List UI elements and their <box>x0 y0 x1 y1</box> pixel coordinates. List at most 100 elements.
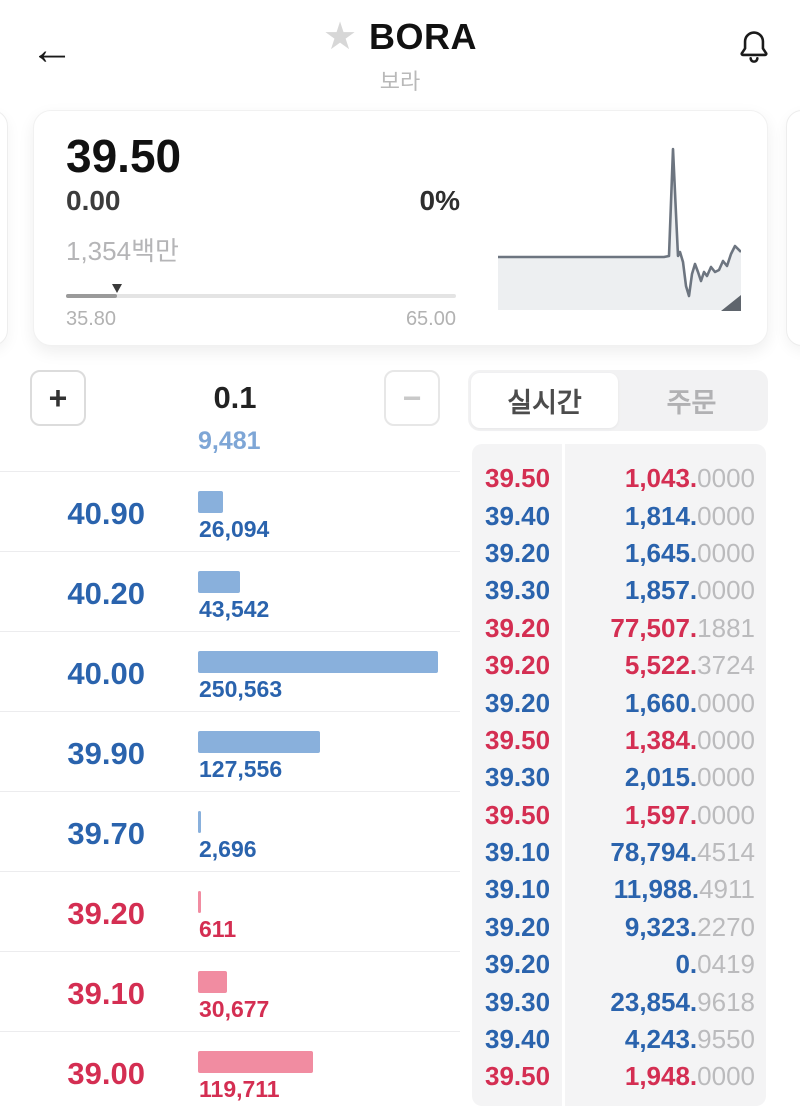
orderbook-volume-bar <box>198 1051 313 1073</box>
orderbook-price: 39.90 <box>67 736 145 771</box>
tick-value: 0.1 <box>213 380 257 415</box>
trade-price: 39.50 <box>485 724 551 755</box>
decrease-tick-button[interactable]: − <box>384 370 440 426</box>
current-price: 39.50 <box>66 130 182 182</box>
trade-row: 39.20 5,522.3724 <box>472 647 766 684</box>
trade-row: 39.50 1,948.0000 <box>472 1058 766 1095</box>
orderbook-volume: 127,556 <box>199 756 283 782</box>
tab-realtime[interactable]: 실시간 <box>471 373 618 428</box>
trade-row: 39.20 1,660.0000 <box>472 684 766 721</box>
favorite-star-icon[interactable]: ★ <box>322 16 358 58</box>
price-change: 0.00 <box>66 185 121 216</box>
trade-row: 39.30 2,015.0000 <box>472 759 766 796</box>
trade-amount: 5,522.3724 <box>624 650 755 681</box>
trade-amount: 9,323.2270 <box>624 911 755 942</box>
orderbook-volume: 250,563 <box>199 676 283 702</box>
trade-amount: 1,948.0000 <box>624 1061 755 1092</box>
trade-price: 39.10 <box>485 837 551 868</box>
trade-price: 39.20 <box>485 687 551 718</box>
trade-row: 39.30 23,854.9618 <box>472 983 766 1020</box>
trade-price: 39.40 <box>485 500 551 531</box>
orderbook-row[interactable]: 39.00 119,711 <box>0 1031 460 1106</box>
orderbook-volume-bar <box>198 491 223 513</box>
orderbook-row[interactable]: 39.20 611 <box>0 871 460 951</box>
trade-price: 39.20 <box>485 612 551 643</box>
trade-price: 39.20 <box>485 911 551 942</box>
next-card-edge[interactable] <box>786 110 800 346</box>
trade-row: 39.10 78,794.4514 <box>472 834 766 871</box>
orderbook-price: 39.10 <box>67 976 145 1011</box>
trade-price: 39.30 <box>485 986 551 1017</box>
orderbook-price: 40.00 <box>67 656 145 691</box>
trade-price: 39.30 <box>485 575 551 606</box>
orderbook-price: 40.20 <box>67 576 145 611</box>
orderbook-row[interactable]: 40.20 43,542 <box>0 551 460 631</box>
tab-orders[interactable]: 주문 <box>618 373 765 428</box>
trade-amount: 1,814.0000 <box>624 500 755 531</box>
trade-amount: 77,507.1881 <box>610 612 755 643</box>
header-title-block: ★ BORA 보라 <box>0 16 800 96</box>
range-low-label: 35.80 <box>66 308 117 330</box>
range-high-label: 65.00 <box>405 308 456 330</box>
trade-row: 39.30 1,857.0000 <box>472 572 766 609</box>
orderbook-volume: 611 <box>199 916 237 942</box>
price-range-slider[interactable] <box>66 284 456 298</box>
trade-amount: 1,645.0000 <box>624 537 755 568</box>
trade-row: 39.50 1,384.0000 <box>472 722 766 759</box>
chart-expand-corner-icon[interactable] <box>721 295 741 311</box>
price-sparkline-chart <box>498 144 742 313</box>
trade-amount: 23,854.9618 <box>610 986 755 1017</box>
tick-stepper: + 0.1 − <box>0 370 460 430</box>
orderbook-list[interactable]: 40.90 26,094 40.20 43,542 40.00 250,563 39.90 1… <box>0 471 460 1106</box>
orderbook-price: 39.00 <box>67 1056 145 1091</box>
trade-price: 39.20 <box>485 949 551 980</box>
orderbook-volume-bar <box>198 651 438 673</box>
trade-row: 39.40 4,243.9550 <box>472 1021 766 1058</box>
trade-row: 39.20 9,323.2270 <box>472 909 766 946</box>
trade-row: 39.50 1,597.0000 <box>472 797 766 834</box>
trade-price: 39.20 <box>485 650 551 681</box>
trade-amount: 2,015.0000 <box>624 762 755 793</box>
orderbook-row[interactable]: 39.70 2,696 <box>0 791 460 871</box>
app-header: ← ★ BORA 보라 <box>0 0 800 100</box>
orderbook-price: 39.70 <box>67 816 145 851</box>
trade-amount: 1,043.0000 <box>624 463 755 494</box>
price-change-percent: 0% <box>419 185 460 216</box>
orderbook-row[interactable]: 39.90 127,556 <box>0 711 460 791</box>
back-button[interactable]: ← <box>24 22 80 78</box>
page-subtitle: 보라 <box>379 69 421 94</box>
orderbook-volume: 2,696 <box>199 836 257 862</box>
trade-price: 39.40 <box>485 1024 551 1055</box>
trade-row: 39.20 77,507.1881 <box>472 610 766 647</box>
trade-amount: 78,794.4514 <box>610 837 755 868</box>
orderbook-volume: 26,094 <box>199 516 270 542</box>
trade-price: 39.50 <box>485 463 551 494</box>
page-title: BORA <box>369 16 478 57</box>
orderbook-row[interactable]: 40.00 250,563 <box>0 631 460 711</box>
orderbook-price: 40.90 <box>67 496 145 531</box>
trade-amount: 0.0419 <box>675 949 755 980</box>
trade-price: 39.50 <box>485 799 551 830</box>
orderbook-partial-row: 9,481 <box>198 430 261 455</box>
trade-price: 39.50 <box>485 1061 551 1092</box>
price-summary-card[interactable]: 39.50 0.00 0% 1,354백만 35.80 65.00 <box>33 110 768 346</box>
trade-price: 39.10 <box>485 874 551 905</box>
trades-column-divider <box>562 444 565 1106</box>
trade-price: 39.30 <box>485 762 551 793</box>
prev-card-edge[interactable] <box>0 110 8 346</box>
range-marker-icon <box>111 284 122 293</box>
trade-amount: 1,597.0000 <box>624 799 755 830</box>
range-fill <box>66 294 117 298</box>
trade-price: 39.20 <box>485 537 551 568</box>
trade-amount: 11,988.4911 <box>613 874 755 905</box>
orderbook-row[interactable]: 40.90 26,094 <box>0 471 460 551</box>
orderbook-row[interactable]: 39.10 30,677 <box>0 951 460 1031</box>
trade-row: 39.50 1,043.0000 <box>472 460 766 497</box>
increase-tick-button[interactable]: + <box>30 370 86 426</box>
trade-amount: 1,384.0000 <box>624 724 755 755</box>
realtime-trades-list[interactable]: 39.50 1,043.0000 39.40 1,814.0000 39.20 1,645… <box>472 444 766 1106</box>
notification-bell-icon[interactable] <box>734 26 774 68</box>
volume-label: 1,354백만 <box>66 236 179 266</box>
orderbook-price: 39.20 <box>67 896 145 931</box>
trade-row: 39.10 11,988.4911 <box>472 871 766 908</box>
